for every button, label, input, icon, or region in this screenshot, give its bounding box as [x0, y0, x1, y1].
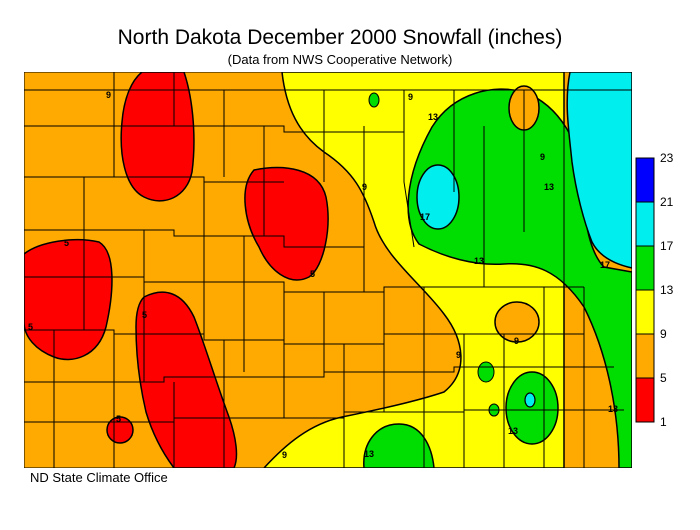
- contour-region-1-5-central: [244, 166, 329, 281]
- contour-label: 13: [364, 449, 374, 459]
- contour-region-17-21-island: [416, 164, 460, 230]
- contour-label: 13: [508, 426, 518, 436]
- county-boundaries: [24, 72, 632, 468]
- legend-tick-label: 17: [660, 239, 674, 253]
- legend-tick-label: 21: [660, 195, 674, 209]
- contour-label: 5: [142, 310, 147, 320]
- contour-label: 9: [408, 92, 413, 102]
- legend-tick-label: 13: [660, 283, 674, 297]
- contour-label: 9: [106, 90, 111, 100]
- contour-label: 13: [474, 256, 484, 266]
- legend-tick-label: 9: [660, 327, 667, 341]
- contour-label: 9: [540, 152, 545, 162]
- legend-swatch: [635, 245, 655, 291]
- contour-label: 5: [116, 414, 121, 424]
- contour-label: 13: [608, 404, 618, 414]
- legend-swatch: [635, 289, 655, 335]
- legend-tick-label: 1: [660, 415, 667, 429]
- contour-label: 5: [28, 322, 33, 332]
- snowfall-map: 9 5 5 5 5 5 9 9 9 9 9 9 13 13 13 13 13 1…: [24, 72, 632, 468]
- legend-swatch: [635, 201, 655, 247]
- contour-labels: 9 5 5 5 5 5 9 9 9 9 9 9 13 13 13 13 13 1…: [28, 90, 618, 460]
- contour-label: 5: [64, 238, 69, 248]
- contour-label: 17: [600, 260, 610, 270]
- contour-label: 13: [428, 112, 438, 122]
- contour-region-13-17-southeast: [505, 371, 559, 445]
- contour-region-5-9-island-2: [494, 301, 540, 343]
- contour-region-13-17-dot-2: [477, 361, 495, 383]
- contour-label: 17: [420, 212, 430, 222]
- legend-tick-label: 5: [660, 371, 667, 385]
- map-title: North Dakota December 2000 Snowfall (inc…: [117, 26, 563, 49]
- map-subtitle: (Data from NWS Cooperative Network): [227, 52, 453, 67]
- color-legend: 1 5 9 13 17 21 23: [635, 152, 674, 429]
- contour-region-17-21-southeast: [524, 392, 536, 408]
- legend-tick-label: 23: [660, 152, 674, 165]
- contour-region-1-5-west: [24, 238, 113, 361]
- legend-swatch: [635, 333, 655, 379]
- credit-text: ND State Climate Office: [30, 470, 168, 485]
- contour-region-13-17-dot-1: [368, 92, 380, 108]
- contour-region-13-17-south: [363, 423, 435, 468]
- contour-label: 13: [544, 182, 554, 192]
- legend-swatch: [635, 377, 655, 423]
- legend-swatch: [635, 157, 655, 203]
- contour-region-1-5-northwest: [120, 72, 195, 202]
- contour-label: 9: [362, 182, 367, 192]
- contour-label: 9: [456, 350, 461, 360]
- contour-label: 9: [514, 336, 519, 346]
- contour-region-17-21-east: [566, 72, 632, 269]
- contour-label: 9: [282, 450, 287, 460]
- contour-label: 5: [310, 269, 315, 279]
